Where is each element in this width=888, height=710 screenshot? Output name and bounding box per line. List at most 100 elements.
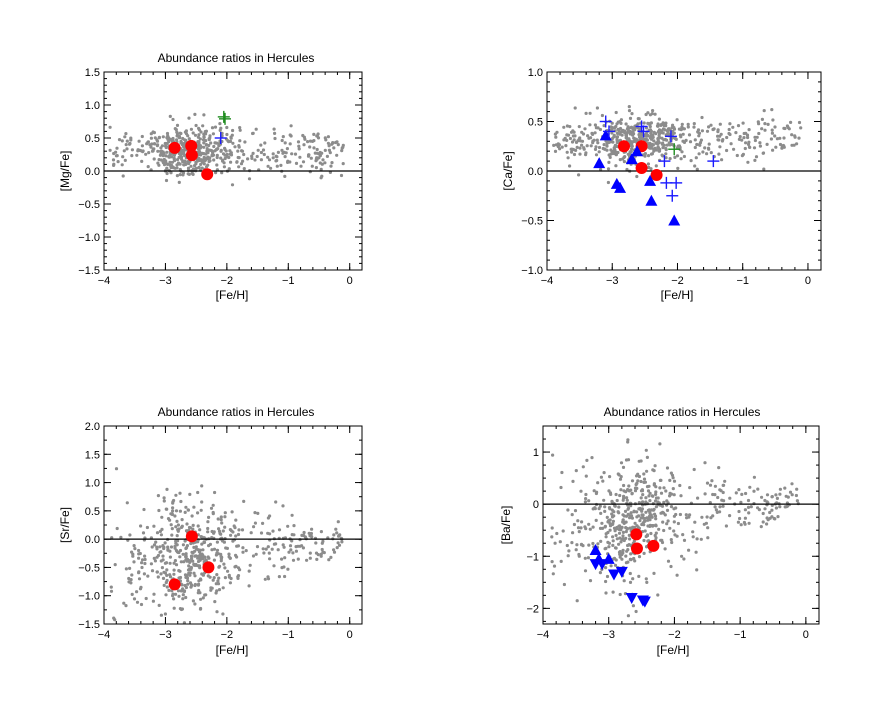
background-star: [233, 565, 237, 569]
background-star: [656, 500, 660, 504]
background-star: [642, 477, 647, 481]
background-star: [633, 521, 637, 525]
background-star: [687, 548, 691, 552]
background-star: [618, 550, 622, 554]
background-star: [212, 547, 217, 551]
background-star: [552, 143, 556, 147]
background-star: [657, 117, 662, 121]
background-star: [624, 530, 628, 534]
background-star: [617, 542, 621, 546]
background-star: [237, 145, 241, 149]
background-star: [692, 467, 696, 472]
x-tick-label: −2: [221, 275, 234, 287]
background-star: [320, 547, 324, 552]
background-star: [308, 556, 312, 560]
background-star: [608, 528, 612, 532]
background-star: [717, 152, 721, 156]
background-star: [625, 127, 630, 131]
background-star: [643, 529, 647, 533]
background-star: [209, 506, 214, 510]
background-star: [642, 480, 646, 484]
background-star: [680, 125, 684, 129]
background-star: [597, 150, 601, 154]
background-star: [184, 505, 188, 509]
background-star: [565, 124, 570, 128]
background-star: [587, 543, 591, 547]
background-star: [202, 141, 206, 145]
background-star: [782, 136, 786, 140]
background-star: [616, 150, 620, 155]
background-star: [218, 564, 222, 568]
background-star: [238, 139, 242, 143]
background-star: [693, 138, 697, 142]
background-star: [709, 151, 713, 155]
background-star: [566, 554, 570, 558]
background-star: [723, 479, 727, 483]
background-star: [691, 535, 695, 539]
background-star: [121, 155, 125, 159]
background-star: [188, 526, 192, 530]
background-star: [168, 575, 173, 579]
background-star: [632, 556, 636, 561]
background-star: [693, 145, 697, 150]
background-star: [586, 556, 591, 560]
background-star: [620, 133, 624, 137]
background-star: [213, 600, 217, 604]
background-star: [785, 505, 789, 509]
background-star: [315, 151, 319, 155]
background-star: [616, 127, 620, 131]
background-star: [742, 136, 746, 140]
background-star: [141, 150, 145, 154]
background-star: [716, 138, 720, 142]
background-star: [129, 581, 133, 585]
background-star: [217, 588, 222, 592]
background-star: [601, 479, 605, 483]
background-star: [301, 546, 305, 550]
background-star: [332, 548, 336, 552]
background-star: [637, 514, 641, 518]
background-star: [176, 528, 180, 532]
background-star: [197, 145, 202, 149]
background-star: [775, 137, 780, 141]
background-star: [560, 145, 564, 149]
background-star: [169, 171, 173, 175]
background-star: [654, 490, 658, 494]
background-star: [194, 562, 198, 567]
background-star: [196, 490, 200, 495]
background-star: [664, 489, 668, 493]
background-star: [153, 136, 157, 140]
hercules-star-point: [185, 139, 198, 152]
background-star: [207, 159, 212, 163]
background-star: [116, 160, 120, 164]
background-star: [570, 513, 574, 517]
background-star: [627, 484, 631, 488]
y-tick-label: −2: [526, 603, 539, 615]
background-star: [169, 545, 174, 549]
background-star: [164, 154, 168, 158]
background-star: [310, 527, 314, 531]
triangle-down-point: [625, 592, 638, 604]
background-star: [744, 491, 748, 496]
background-star: [169, 523, 173, 527]
background-star: [673, 155, 677, 159]
background-star: [296, 140, 301, 144]
background-star: [635, 174, 639, 179]
background-star: [603, 509, 607, 513]
background-star: [280, 148, 284, 152]
background-star: [250, 154, 254, 158]
background-star: [203, 130, 207, 134]
background-star: [562, 582, 567, 587]
background-star: [133, 547, 137, 551]
background-star: [286, 567, 290, 571]
background-star: [175, 123, 180, 127]
background-star: [152, 157, 156, 161]
background-star: [109, 589, 114, 593]
background-star: [598, 127, 603, 132]
background-star: [187, 116, 191, 120]
background-star: [611, 539, 615, 543]
background-star: [588, 123, 592, 127]
background-star: [678, 133, 683, 137]
background-star: [335, 531, 339, 535]
background-star: [164, 593, 168, 597]
